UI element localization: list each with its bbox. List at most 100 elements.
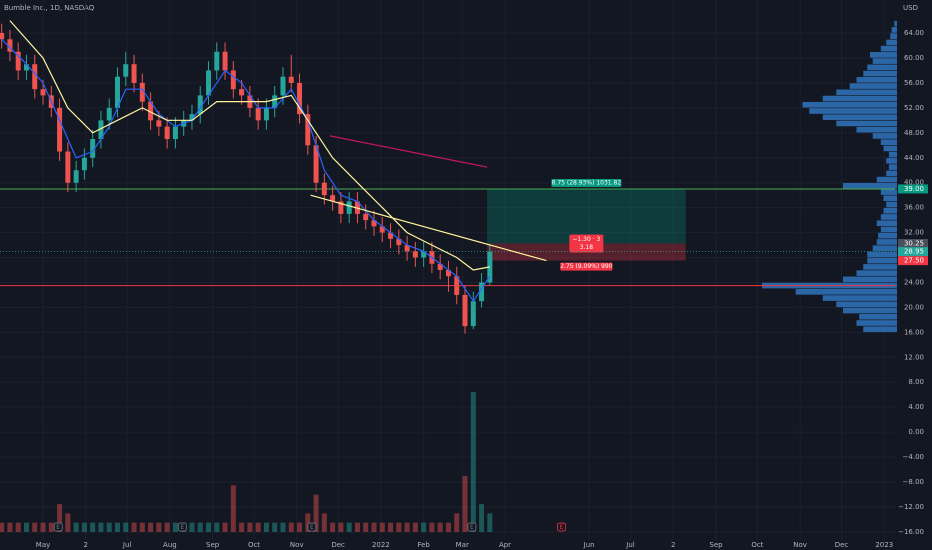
candle-body	[15, 51, 21, 71]
volume-bar	[354, 522, 360, 532]
candle-body	[379, 226, 385, 233]
candle-body	[330, 195, 336, 202]
volume-bar	[114, 522, 120, 532]
volume-bar	[429, 522, 435, 532]
x-tick-label: 2	[671, 541, 675, 549]
volume-profile-bar	[809, 108, 897, 114]
x-tick-label: Dec	[331, 541, 345, 549]
stop-label-box	[560, 262, 613, 271]
overlay-line	[1, 38, 491, 303]
price-label: 30.25	[904, 239, 924, 247]
candle-body	[230, 70, 236, 90]
volume-profile-bar	[822, 295, 897, 301]
volume-bar	[454, 513, 460, 532]
volume-bar	[164, 522, 170, 532]
x-tick-label: Aug	[163, 541, 177, 549]
info-label: −1.30 · 3	[572, 236, 600, 243]
volume-bar	[346, 522, 352, 532]
volume-bar	[445, 522, 451, 532]
volume-profile-bar	[856, 320, 897, 326]
volume-bar	[172, 522, 178, 532]
volume-profile-bar	[886, 158, 897, 164]
volume-profile-bar	[894, 20, 897, 27]
info-label-box	[569, 234, 604, 253]
y-tick-label: 8.00	[908, 378, 924, 386]
candle-body	[297, 82, 303, 115]
volume-bar	[396, 522, 402, 532]
candle-body	[421, 251, 427, 258]
volume-profile-bar	[876, 220, 897, 227]
volume-profile-bar	[870, 52, 897, 58]
volume-bar	[206, 522, 212, 532]
volume-profile-bar	[876, 239, 897, 245]
candle-body	[164, 126, 170, 140]
volume-profile-bar	[822, 114, 897, 121]
volume-bar	[81, 522, 87, 532]
volume-profile-bar	[856, 270, 897, 276]
x-tick-label: 2	[84, 541, 88, 549]
volume-profile-bar	[859, 313, 897, 320]
volume-profile-bar	[891, 27, 897, 33]
y-tick-label: 32.00	[904, 229, 924, 237]
volume-bar	[197, 522, 203, 532]
candle-body	[363, 213, 369, 221]
candle-body	[7, 39, 13, 52]
candle-body	[470, 301, 476, 327]
currency[interactable]: USD	[903, 4, 918, 12]
candle-body	[396, 238, 402, 246]
candle-body	[23, 64, 29, 71]
volume-bar	[272, 522, 278, 532]
volume-bar	[388, 522, 394, 532]
event-marker	[467, 522, 477, 532]
target-zone	[487, 188, 686, 244]
candle-body	[222, 51, 228, 71]
price-label: 39.00	[904, 185, 924, 193]
price-label-box	[898, 238, 928, 248]
y-tick-label: 56.00	[904, 79, 924, 87]
candle-body	[114, 76, 120, 108]
x-tick-label: Feb	[417, 541, 430, 549]
volume-profile-bar	[843, 307, 897, 314]
event-label: E	[180, 524, 184, 531]
candle-body	[40, 89, 46, 96]
volume-profile-bar	[863, 264, 897, 270]
volume-bar	[131, 522, 137, 532]
price-label-box	[898, 256, 928, 266]
candle-body	[239, 89, 245, 96]
volume-profile-bar	[886, 170, 897, 177]
volume-bar	[73, 522, 79, 532]
x-tick-label: Jun	[583, 541, 595, 549]
volume-bar	[363, 522, 369, 532]
candle-body	[305, 114, 311, 146]
candle-body	[388, 232, 394, 239]
volume-bar	[412, 522, 418, 532]
candle-body	[263, 107, 269, 121]
volume-profile-bar	[880, 189, 897, 195]
event-marker	[53, 522, 63, 532]
candle-body	[139, 82, 145, 102]
volume-bar	[280, 522, 286, 532]
volume-bar	[330, 522, 336, 532]
y-tick-label: 60.00	[904, 54, 924, 62]
volume-profile-bar	[886, 39, 897, 46]
x-tick-label: 2023	[875, 541, 893, 549]
event-label: E	[560, 524, 564, 531]
volume-bar	[321, 513, 327, 532]
volume-bar	[371, 522, 377, 532]
candle-body	[189, 114, 195, 121]
volume-profile-bar	[802, 101, 897, 108]
event-label: E	[310, 524, 314, 531]
x-tick-label: Apr	[499, 541, 511, 549]
volume-bar	[230, 485, 236, 532]
volume-profile-bar	[849, 83, 897, 89]
volume-bar	[479, 504, 485, 532]
volume-profile-bar	[867, 251, 897, 258]
volume-profile-bar	[836, 89, 897, 96]
plot-area: 8.75 (28.93%) 1031.82 −1.30 · 33.18 2.75 (…	[0, 0, 897, 540]
y-tick-label: 64.00	[904, 29, 924, 37]
y-tick-label: 12.00	[904, 353, 924, 361]
volume-bar	[0, 522, 5, 532]
y-tick-label: 24.00	[904, 278, 924, 286]
candle-body	[90, 139, 96, 158]
candle-body	[321, 182, 327, 196]
